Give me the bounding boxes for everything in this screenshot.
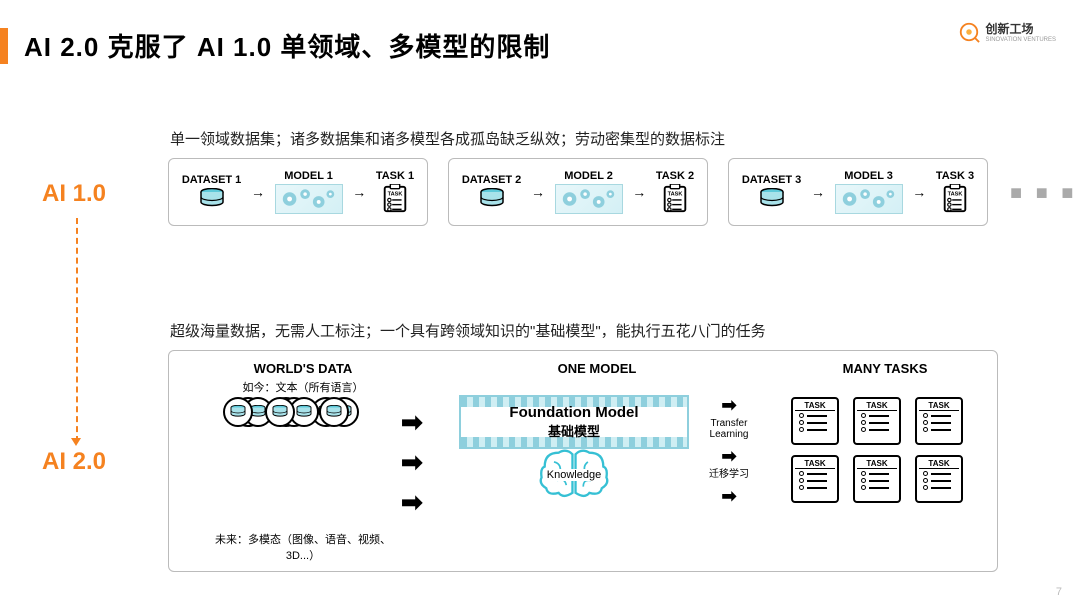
transfer-block: ➡ Transfer Learning ➡ 迁移学习 ➡ [709, 395, 749, 507]
task-card: TASK [853, 455, 901, 503]
foundation-title: Foundation Model [509, 404, 638, 421]
col-tasks-header: MANY TASKS [805, 361, 965, 376]
data-now-text: 如今：文本（所有语言） [213, 379, 393, 395]
task-icon [382, 184, 408, 214]
task-card: TASK [791, 397, 839, 445]
logo-subtext: SINOVATION VENTURES [986, 37, 1056, 43]
model-icon [275, 184, 343, 214]
logo-text: 创新工场 [986, 20, 1056, 37]
logo-icon [958, 21, 980, 43]
model-icon [835, 184, 903, 214]
dashed-arrowhead [71, 438, 81, 446]
ellipsis: ■ ■ ■ [1010, 182, 1077, 205]
logo: 创新工场 SINOVATION VENTURES [958, 20, 1056, 43]
arrow-icon: → [251, 184, 265, 200]
ai1-description: 单一领域数据集；诸多数据集和诸多模型各成孤岛缺乏纵效；劳动密集型的数据标注 [170, 128, 725, 149]
task-icon [942, 184, 968, 214]
t2-label: TASK 2 [656, 170, 694, 182]
model-icon [555, 184, 623, 214]
label-ai1: AI 1.0 [42, 180, 106, 208]
arrow-big-icon: ➡ [401, 487, 423, 518]
task-card: TASK [853, 397, 901, 445]
page-number: 7 [1056, 586, 1062, 598]
transfer-en: Transfer Learning [710, 418, 749, 440]
arrow-icon: → [632, 184, 646, 200]
arrow-icon: → [912, 184, 926, 200]
dataset-icon [199, 188, 225, 210]
ai1-pipeline-3: DATASET 3 → MODEL 3 → TASK 3 [728, 158, 988, 226]
task-grid: TASK TASK TASK TASK TASK TASK [791, 397, 963, 503]
m2-label: MODEL 2 [564, 170, 613, 182]
t1-label: TASK 1 [376, 170, 414, 182]
foundation-block: Foundation Model 基础模型 Knowledge [459, 395, 689, 481]
m3-label: MODEL 3 [844, 170, 893, 182]
dashed-connector [76, 218, 78, 442]
m1-label: MODEL 1 [284, 170, 333, 182]
foundation-subtitle: 基础模型 [548, 421, 600, 440]
ds2-label: DATASET 2 [462, 174, 522, 186]
data-future-text: 未来：多模态（图像、语音、视频、3D...） [203, 531, 403, 563]
arrow-big-icon: ➡ [401, 407, 423, 438]
arrow-big-icon: ➡ [721, 395, 736, 416]
arrow-icon: → [531, 184, 545, 200]
task-card: TASK [915, 397, 963, 445]
ai2-panel: WORLD'S DATA ONE MODEL MANY TASKS 如今：文本（… [168, 350, 998, 572]
task-card: TASK [791, 455, 839, 503]
ai1-pipeline-2: DATASET 2 → MODEL 2 → TASK 2 [448, 158, 708, 226]
t3-label: TASK 3 [936, 170, 974, 182]
arrow-big-icon: ➡ [401, 447, 423, 478]
task-icon [662, 184, 688, 214]
ai2-description: 超级海量数据，无需人工标注；一个具有跨领域知识的"基础模型"，能执行五花八门的任… [170, 320, 766, 341]
dataset-icon [759, 188, 785, 210]
arrow-big-icon: ➡ [721, 446, 736, 467]
knowledge-label: Knowledge [543, 469, 605, 481]
ds3-label: DATASET 3 [742, 174, 802, 186]
ai1-pipeline-1: DATASET 1 → MODEL 1 → TASK 1 [168, 158, 428, 226]
task-card: TASK [915, 455, 963, 503]
col-model-header: ONE MODEL [517, 361, 677, 376]
label-ai2: AI 2.0 [42, 448, 106, 476]
arrow-icon: → [352, 184, 366, 200]
transfer-zh: 迁移学习 [709, 469, 749, 480]
col-data-header: WORLD'S DATA [223, 361, 383, 376]
arrow-icon: → [811, 184, 825, 200]
page-title: AI 2.0 克服了 AI 1.0 单领域、多模型的限制 [24, 27, 550, 64]
dataset-icon [479, 188, 505, 210]
data-cluster [219, 397, 369, 517]
arrow-big-icon: ➡ [721, 486, 736, 507]
accent-bar [0, 28, 8, 64]
ds1-label: DATASET 1 [182, 174, 242, 186]
